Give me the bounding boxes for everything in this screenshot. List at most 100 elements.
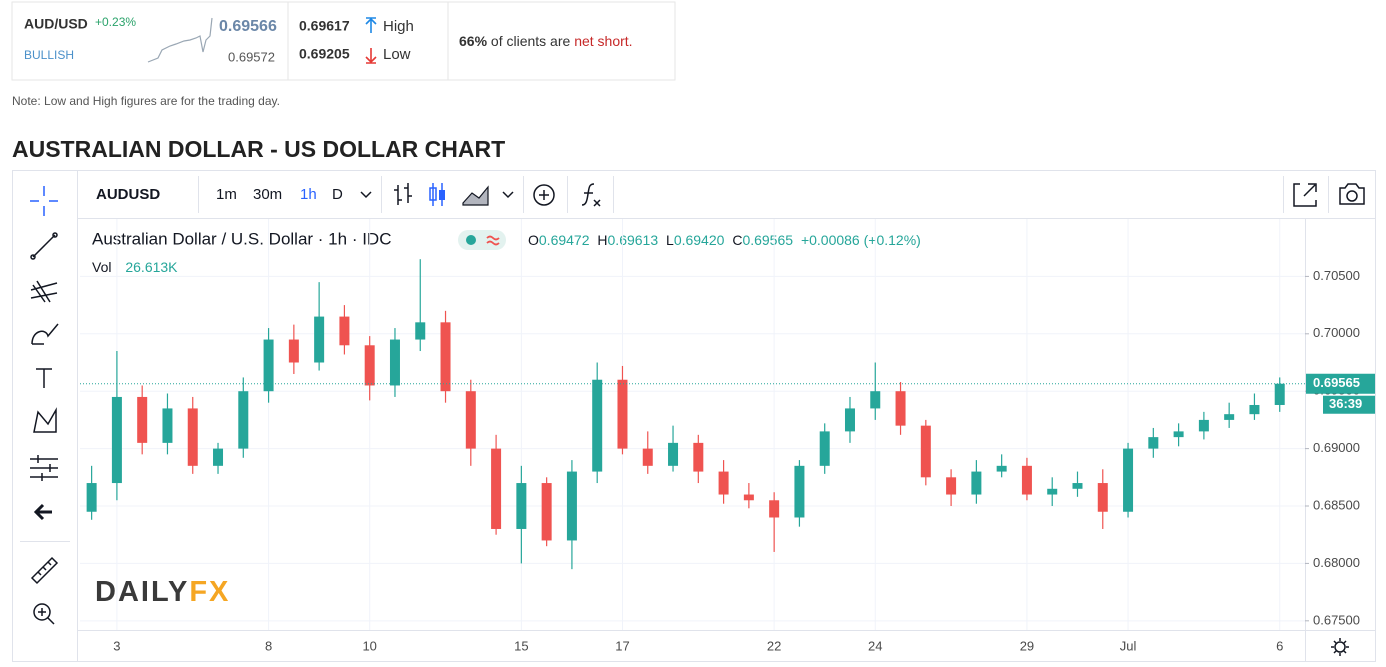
last-price-box xyxy=(1306,373,1375,394)
toolbar-symbol[interactable]: AUDUSD xyxy=(96,186,160,203)
candle-body xyxy=(566,471,577,541)
x-tick-label: 8 xyxy=(265,638,272,653)
pattern-tool[interactable] xyxy=(33,407,57,433)
countdown-box xyxy=(1323,395,1375,414)
candle-body xyxy=(187,408,198,466)
quote-widget xyxy=(11,1,676,81)
symbol: AUD/USD xyxy=(24,16,88,32)
candle-body xyxy=(86,483,97,512)
y-tick-label: 0.67500 xyxy=(1313,612,1360,627)
candle-body xyxy=(1097,483,1108,512)
candle-body xyxy=(895,391,906,426)
y-tick-label: 0.69000 xyxy=(1313,440,1360,455)
back-tool[interactable] xyxy=(33,503,52,521)
interval[interactable]: D xyxy=(332,186,343,203)
candle-body xyxy=(743,494,754,501)
x-tick-label: 24 xyxy=(868,638,882,653)
candle-body xyxy=(693,442,704,472)
candle-body xyxy=(1072,483,1083,489)
measure-tool[interactable] xyxy=(30,455,58,481)
candle-body xyxy=(389,339,400,386)
trendline-tool[interactable] xyxy=(30,232,58,260)
x-tick-label: 17 xyxy=(615,638,629,653)
fx-button[interactable] xyxy=(581,183,601,207)
sparkline xyxy=(147,17,213,63)
toggle-wave xyxy=(486,235,500,246)
price: 0.69566 xyxy=(219,18,277,35)
candle-body xyxy=(844,408,855,432)
bar-style[interactable] xyxy=(394,183,412,205)
area-style[interactable] xyxy=(462,185,489,206)
candle-body xyxy=(769,500,780,518)
y-tick-label: 0.68500 xyxy=(1313,497,1360,512)
high-value: 0.69617 xyxy=(299,18,350,34)
candle-body xyxy=(415,322,426,340)
low-value: 0.69205 xyxy=(299,46,350,62)
countdown: 36:39 xyxy=(1329,396,1362,411)
candle-body xyxy=(491,448,502,529)
indicators[interactable] xyxy=(533,184,555,206)
up-arrow xyxy=(365,17,377,33)
interval[interactable]: 30m xyxy=(253,186,282,203)
candle-body xyxy=(946,477,957,495)
toggle[interactable] xyxy=(458,230,506,250)
x-tick-label: 15 xyxy=(514,638,528,653)
popout[interactable] xyxy=(1293,183,1317,207)
text-tool[interactable] xyxy=(36,368,52,388)
candle-body xyxy=(1173,431,1184,438)
volume: Vol 26.613K xyxy=(92,259,178,275)
x-tick-label: 10 xyxy=(362,638,376,653)
style-menu[interactable] xyxy=(502,191,514,199)
candle-body xyxy=(1249,404,1260,415)
candle-body xyxy=(541,483,552,541)
candle-body xyxy=(288,339,299,363)
fib-tool[interactable] xyxy=(30,280,58,303)
heading: AUSTRALIAN DOLLAR - US DOLLAR CHART xyxy=(12,136,505,162)
candle-body xyxy=(996,465,1007,472)
candle-body xyxy=(1021,465,1032,495)
x-tick-label: 22 xyxy=(767,638,781,653)
change: +0.23% xyxy=(95,15,136,29)
brush-tool[interactable] xyxy=(31,323,59,345)
y-tick-label: 0.68000 xyxy=(1313,555,1360,570)
crosshair-tool[interactable] xyxy=(30,186,58,216)
candle-body xyxy=(617,379,628,449)
settings[interactable] xyxy=(1331,638,1349,656)
candle-body xyxy=(718,471,729,495)
ruler-tool[interactable] xyxy=(30,556,59,585)
interval[interactable]: 1h xyxy=(300,186,317,203)
candle-body xyxy=(314,316,325,363)
candle-body xyxy=(1224,414,1235,420)
watermark: DAILYFX xyxy=(95,576,230,608)
x-tick-label: 29 xyxy=(1020,638,1034,653)
candle-body xyxy=(364,345,375,386)
candle-body xyxy=(213,448,224,466)
candle-body xyxy=(592,379,603,472)
interval[interactable]: 1m xyxy=(216,186,237,203)
ohlc: O0.69472 H0.69613 L0.69420 C0.69565 +0.0… xyxy=(528,232,921,248)
candle-body xyxy=(111,396,122,484)
candle-body xyxy=(440,322,451,392)
snapshot[interactable] xyxy=(1339,183,1365,205)
candle-body xyxy=(339,316,350,346)
candle-body xyxy=(1148,437,1159,449)
zoom-tool[interactable] xyxy=(33,603,55,625)
candle-body xyxy=(162,408,173,443)
x-tick-label: Jul xyxy=(1120,638,1137,653)
y-tick-label: 0.70000 xyxy=(1313,325,1360,340)
candle-body xyxy=(238,391,249,449)
candle-body xyxy=(971,471,982,495)
candle-body xyxy=(1198,419,1209,432)
candle-body xyxy=(642,448,653,466)
candle-body xyxy=(1123,448,1134,512)
y-tick-label: 0.70500 xyxy=(1313,268,1360,283)
toggle-dot xyxy=(466,235,476,245)
prev-price: 0.69572 xyxy=(228,49,275,64)
candle-body xyxy=(870,391,881,409)
down-arrow xyxy=(365,48,377,64)
candle-body xyxy=(516,483,527,529)
sentiment: BULLISH xyxy=(24,48,74,62)
interval-menu[interactable] xyxy=(360,191,372,199)
candle-style[interactable] xyxy=(429,183,445,206)
